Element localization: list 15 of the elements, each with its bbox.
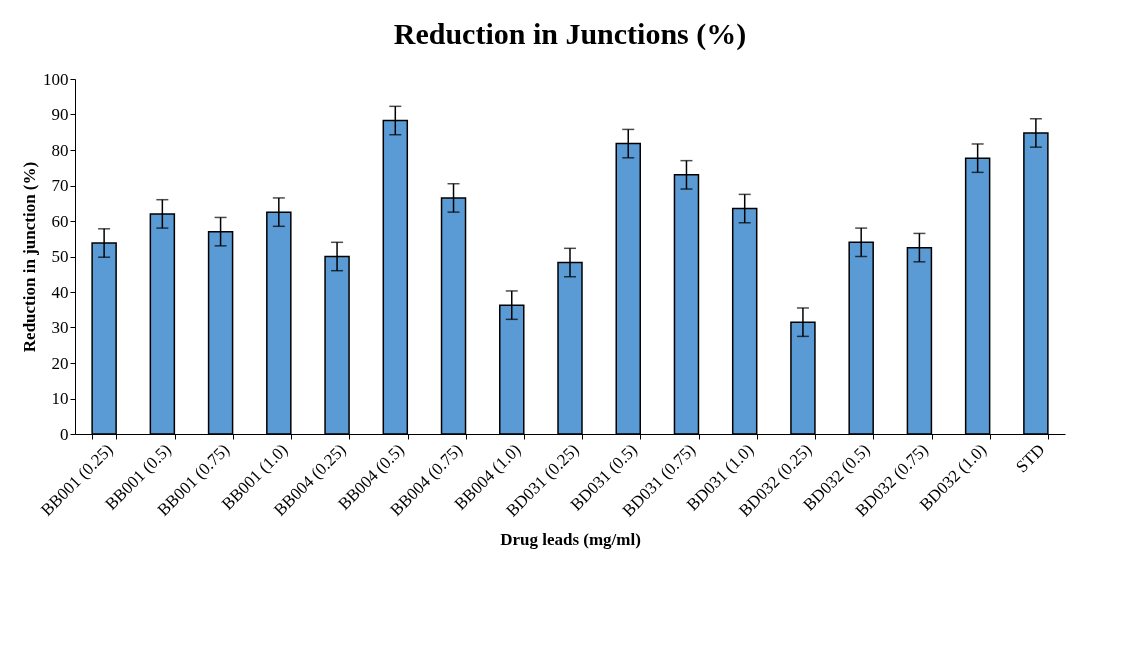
y-tick-label: 80 (51, 140, 69, 160)
x-tick-label: STD (1012, 440, 1049, 477)
y-tick-label: 30 (51, 318, 69, 337)
y-tick-label: 60 (51, 211, 69, 231)
y-tick-label: 10 (51, 389, 69, 408)
y-tick-label: 90 (51, 105, 69, 124)
y-tick-label: 0 (60, 424, 69, 444)
y-axis-title: Reduction in junction (%) (20, 161, 39, 353)
y-tick-label: 100 (43, 69, 69, 89)
chart-title: Reduction in Junctions (%) (393, 17, 747, 51)
x-axis-title: Drug leads (mg/ml) (500, 529, 641, 549)
y-tick-label: 40 (51, 282, 69, 302)
y-tick-label: 70 (51, 176, 69, 195)
y-tick-label: 20 (51, 353, 69, 373)
y-tick-label: 50 (51, 247, 69, 266)
